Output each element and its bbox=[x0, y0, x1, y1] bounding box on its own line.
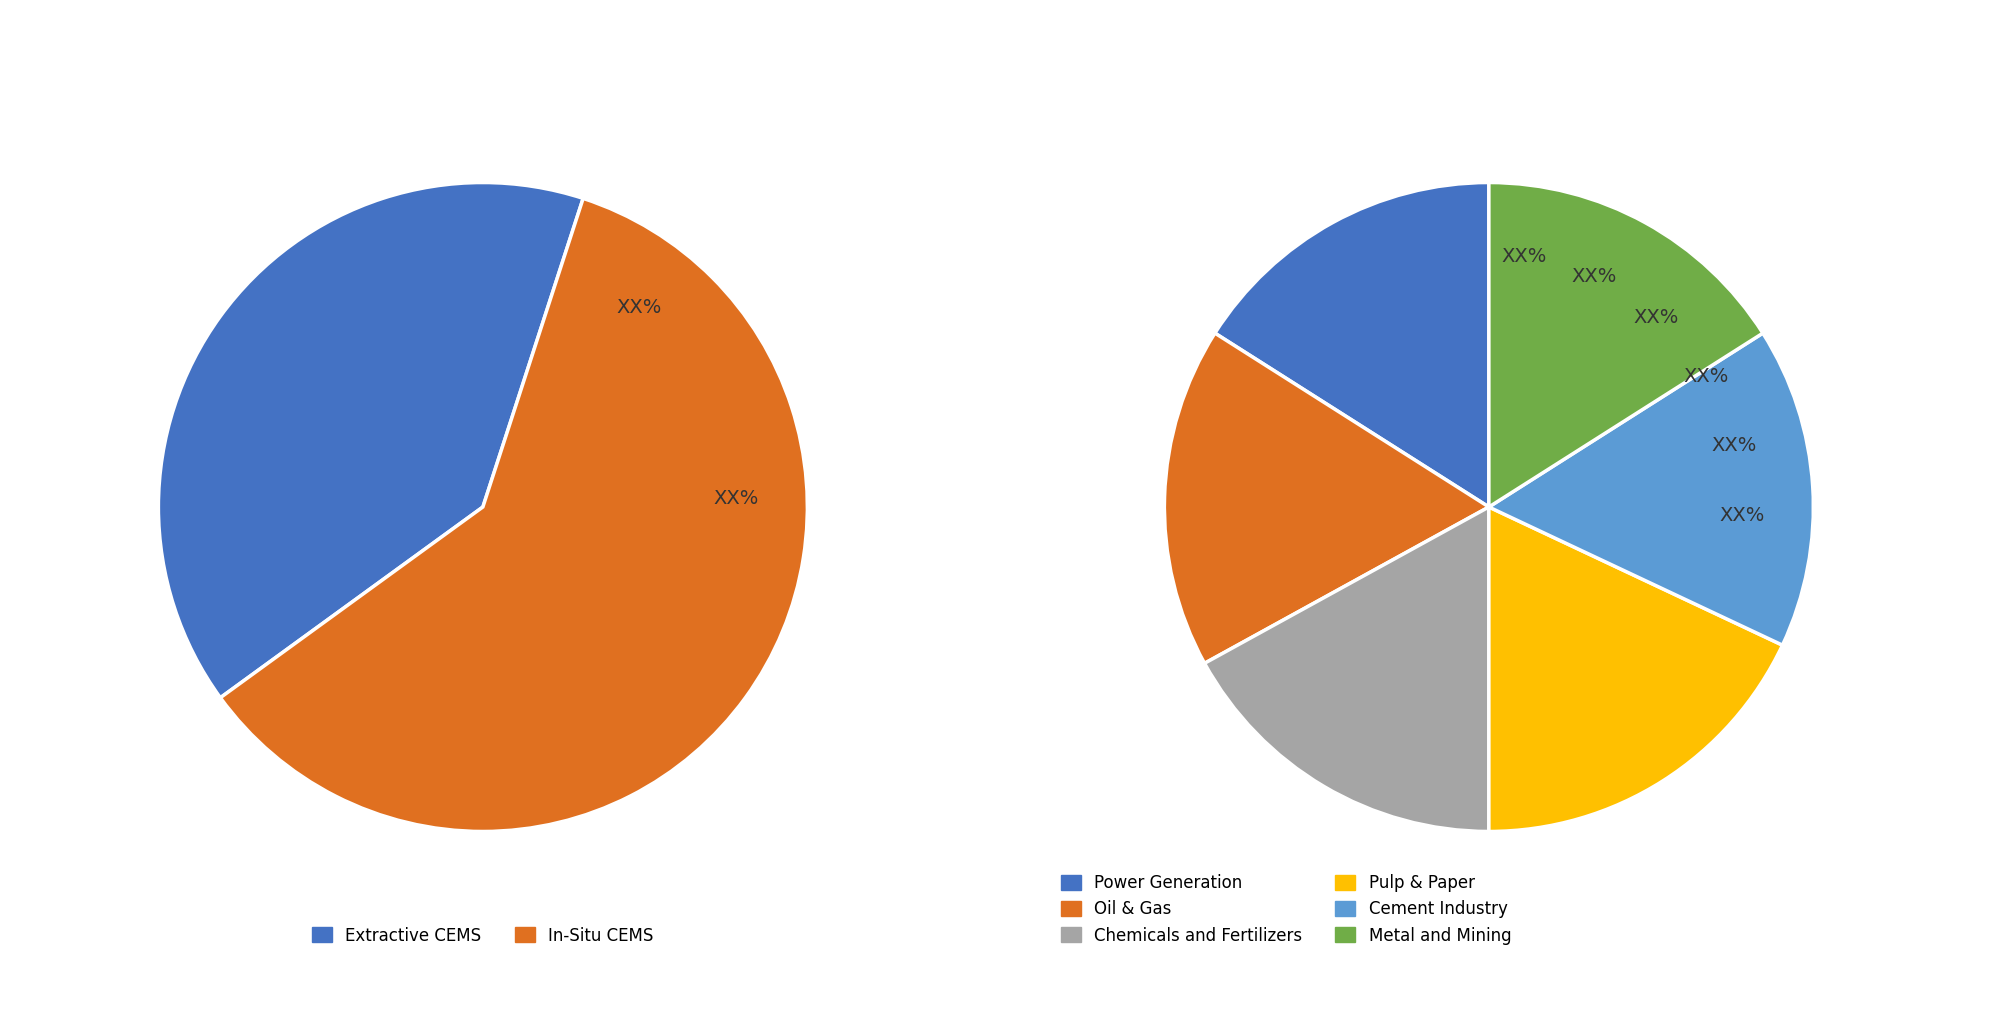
Text: XX%: XX% bbox=[1712, 436, 1756, 455]
Wedge shape bbox=[1215, 183, 1489, 507]
Text: Source: Theindustrystats Analysis: Source: Theindustrystats Analysis bbox=[60, 967, 380, 985]
Text: XX%: XX% bbox=[1684, 367, 1728, 386]
Text: Email: sales@theindustrystats.com: Email: sales@theindustrystats.com bbox=[841, 967, 1171, 985]
Legend: Power Generation, Oil & Gas, Chemicals and Fertilizers, Pulp & Paper, Cement Ind: Power Generation, Oil & Gas, Chemicals a… bbox=[1052, 866, 1519, 953]
Legend: Extractive CEMS, In-Situ CEMS: Extractive CEMS, In-Situ CEMS bbox=[304, 919, 662, 953]
Wedge shape bbox=[1489, 334, 1813, 645]
Wedge shape bbox=[1205, 507, 1489, 831]
Wedge shape bbox=[159, 183, 583, 698]
Wedge shape bbox=[1489, 183, 1763, 507]
Wedge shape bbox=[1165, 334, 1489, 663]
Text: XX%: XX% bbox=[1571, 268, 1616, 286]
Wedge shape bbox=[221, 199, 807, 831]
Text: Website: www.theindustrystats.com: Website: www.theindustrystats.com bbox=[1612, 967, 1952, 985]
Text: Fig. Global Continuous Emissions Monitoring System Market Share by Product Types: Fig. Global Continuous Emissions Monitor… bbox=[348, 31, 1664, 55]
Text: XX%: XX% bbox=[616, 298, 662, 317]
Text: XX%: XX% bbox=[1501, 246, 1547, 266]
Text: XX%: XX% bbox=[1634, 308, 1680, 327]
Text: XX%: XX% bbox=[712, 489, 759, 508]
Text: XX%: XX% bbox=[1718, 506, 1765, 525]
Wedge shape bbox=[1489, 507, 1783, 831]
